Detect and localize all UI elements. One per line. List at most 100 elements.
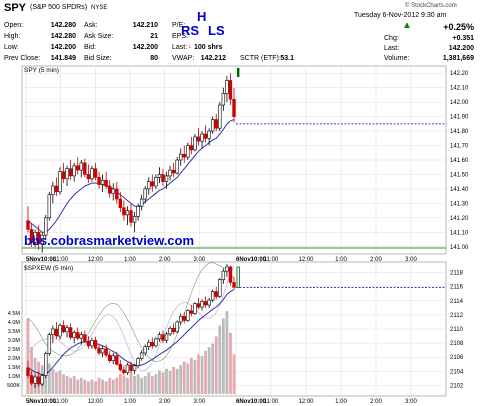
ask-label: Ask: bbox=[84, 22, 98, 29]
candle bbox=[210, 119, 215, 132]
volume-bar bbox=[186, 363, 190, 394]
volume-bar bbox=[200, 356, 204, 394]
pane-title: SPY (5 min) bbox=[24, 67, 59, 74]
candle bbox=[33, 232, 37, 243]
volume-bar bbox=[97, 377, 101, 394]
candle bbox=[225, 266, 229, 272]
volume-tick-label: 4.0M bbox=[8, 320, 21, 326]
volume-bar bbox=[26, 318, 30, 394]
y-tick-label: 142.00 bbox=[450, 100, 469, 106]
candle bbox=[44, 353, 48, 376]
volume-bar bbox=[204, 350, 207, 394]
y-tick-label: 2116 bbox=[450, 285, 464, 291]
y-tick-label: 2114 bbox=[450, 299, 464, 305]
candle bbox=[90, 168, 94, 180]
volume-bar bbox=[83, 379, 87, 394]
exchange: NYSE bbox=[91, 5, 108, 11]
x-tick-label: 1:00 bbox=[124, 257, 136, 263]
candle bbox=[189, 310, 194, 314]
datetime: Tuesday 6-Nov-2012 9:30 am bbox=[354, 12, 447, 19]
candle bbox=[26, 220, 30, 230]
volume-bar bbox=[44, 367, 48, 394]
candle bbox=[221, 93, 226, 106]
candle bbox=[79, 334, 83, 339]
low-label: Low: bbox=[4, 44, 19, 51]
candle bbox=[65, 327, 69, 333]
volume-tick-label: 4.5M bbox=[8, 311, 21, 317]
volume-bar bbox=[90, 379, 94, 394]
candle bbox=[107, 354, 112, 362]
volume-bar bbox=[193, 359, 197, 394]
candle bbox=[136, 358, 140, 366]
candle bbox=[44, 217, 48, 236]
annotation-h: H bbox=[197, 9, 207, 24]
prev-close-label: Prev Close: bbox=[4, 55, 41, 62]
x-tick-label: 11:00 bbox=[264, 257, 279, 263]
candle bbox=[182, 316, 186, 321]
volume-bar bbox=[168, 370, 172, 394]
chg-label: Chg: bbox=[384, 35, 399, 42]
candle bbox=[228, 80, 233, 100]
x-tick-label: 2:00 bbox=[370, 399, 382, 405]
x-tick-label: 2:00 bbox=[370, 257, 382, 263]
prev-close-value: 141.849 bbox=[50, 55, 76, 62]
candle bbox=[107, 185, 112, 194]
x-tick-label: 3:00 bbox=[193, 399, 205, 405]
last2-value: 142.200 bbox=[448, 45, 474, 52]
last-size: 100 shrs bbox=[194, 44, 223, 51]
y-tick-label: 141.80 bbox=[450, 129, 469, 135]
y-tick-label: 142.20 bbox=[450, 71, 469, 77]
candle bbox=[79, 162, 83, 171]
down-arrow-icon: ↓ bbox=[188, 43, 192, 50]
candle bbox=[93, 168, 98, 178]
annotation-rs: RS bbox=[181, 23, 200, 38]
candle bbox=[228, 266, 233, 283]
volume-bar bbox=[172, 367, 176, 394]
volume-bar bbox=[111, 379, 115, 394]
candle bbox=[196, 303, 201, 308]
y-tick-label: 2108 bbox=[450, 341, 464, 347]
volume-bar bbox=[101, 379, 104, 394]
candle bbox=[147, 342, 151, 347]
volume-bar bbox=[79, 377, 83, 394]
bid-label: Bid: bbox=[84, 44, 97, 51]
volume-bar bbox=[55, 372, 58, 394]
candle bbox=[40, 375, 44, 385]
volume-tick-label: 1.5M bbox=[8, 365, 21, 371]
candle bbox=[125, 210, 130, 216]
candle bbox=[97, 177, 101, 185]
ask-value: 142.210 bbox=[132, 22, 158, 29]
x-tick-label: 11:00 bbox=[53, 399, 68, 405]
x-tick-label: 3:00 bbox=[193, 257, 205, 263]
volume-bar bbox=[175, 368, 179, 394]
candle bbox=[100, 348, 105, 354]
candle bbox=[179, 316, 183, 323]
candle bbox=[72, 332, 76, 338]
candle bbox=[100, 179, 105, 185]
volume-bar bbox=[197, 354, 200, 394]
up-triangle-icon: ▲ bbox=[402, 20, 412, 31]
sctr-value: 53.1 bbox=[280, 55, 294, 62]
volume-bar bbox=[221, 318, 225, 394]
candle bbox=[161, 174, 165, 182]
x-tick-label: 5Nov10:00 bbox=[26, 399, 57, 405]
x-tick-label: 1:00 bbox=[335, 257, 347, 263]
candle bbox=[232, 282, 236, 288]
x-tick-label: 3:00 bbox=[405, 399, 417, 405]
candle bbox=[51, 185, 55, 196]
vwap-value: 142.212 bbox=[200, 55, 226, 62]
candle bbox=[164, 175, 169, 182]
x-tick-label: 2:00 bbox=[159, 257, 171, 263]
volume-bar bbox=[47, 363, 51, 394]
open-label: Open: bbox=[4, 22, 24, 29]
high-value: 142.280 bbox=[50, 33, 76, 40]
candle bbox=[214, 119, 218, 129]
candle bbox=[26, 367, 30, 376]
candle bbox=[207, 299, 211, 306]
candle bbox=[36, 232, 41, 245]
candle bbox=[54, 185, 59, 193]
candle bbox=[29, 375, 34, 384]
candle bbox=[193, 303, 197, 314]
candle bbox=[186, 310, 190, 321]
